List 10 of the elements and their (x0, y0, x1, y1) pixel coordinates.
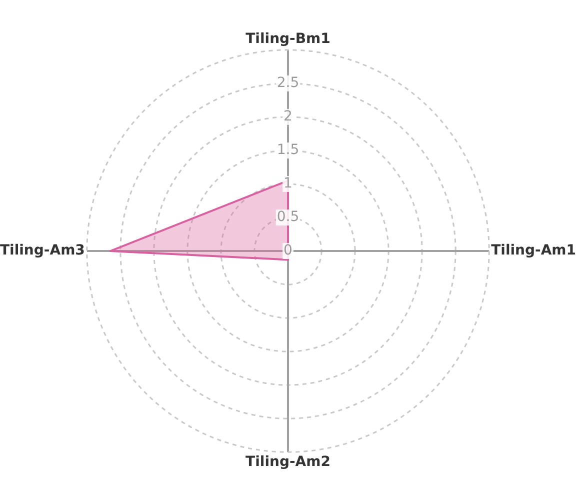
y-tick-label: 1.5 (276, 142, 300, 158)
y-tick-label: 0 (284, 242, 292, 259)
y-tick-label: 2 (284, 108, 292, 125)
y-tick-label: 1 (284, 176, 292, 192)
spoke-label: Tiling-Am1 (491, 242, 576, 259)
spoke-label: Tiling-Am3 (0, 242, 85, 259)
spoke-label: Tiling-Bm1 (246, 31, 330, 48)
spoke-label: Tiling-Am2 (246, 454, 330, 470)
y-tick-label: 2.5 (276, 75, 300, 92)
y-tick-label: 0.5 (276, 209, 300, 226)
